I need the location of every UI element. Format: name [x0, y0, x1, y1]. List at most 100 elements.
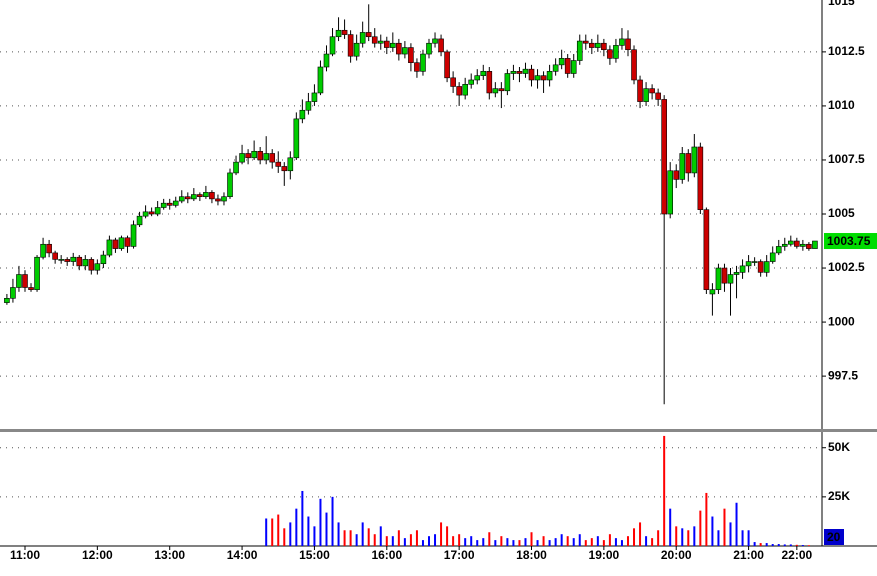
candle-body [775, 246, 782, 254]
candle-body [781, 243, 788, 247]
candle-body [371, 36, 378, 44]
volume-bar [337, 522, 340, 546]
candle-body [625, 38, 631, 51]
volume-bar [319, 498, 322, 546]
candle-body [800, 243, 806, 247]
volume-bar [717, 530, 720, 546]
volume-bar [711, 516, 714, 546]
volume-bar [572, 538, 575, 546]
candle-body [299, 109, 306, 120]
candle-body [564, 58, 571, 74]
candle-body [480, 71, 487, 76]
candle-body [154, 207, 161, 215]
volume-bar [759, 543, 762, 546]
candle-body [142, 211, 149, 217]
candle-body [16, 274, 22, 288]
candle-body [160, 202, 167, 208]
candle-body [570, 60, 577, 74]
candle-body [22, 274, 28, 288]
volume-bar [566, 536, 569, 546]
volume-bar [747, 530, 750, 546]
candle-body [112, 239, 119, 249]
volume-bar [373, 534, 376, 546]
x-tick-label: 15:00 [299, 548, 330, 562]
volume-bar [494, 540, 497, 546]
volume-bar [596, 536, 599, 546]
volume-bar [325, 512, 328, 546]
candle-body [305, 101, 312, 111]
candle-body [251, 151, 257, 159]
candle-body [124, 237, 131, 247]
candle-body [239, 153, 245, 163]
candle-body [558, 58, 565, 66]
candle-body [492, 88, 499, 94]
candle-body [691, 146, 698, 174]
candle-body [269, 153, 276, 163]
volume-bar [434, 534, 437, 546]
candle-body [64, 259, 70, 262]
candle-body [209, 192, 215, 200]
volume-bar [602, 540, 605, 546]
candle-body [721, 267, 728, 284]
volume-bar [265, 518, 268, 546]
volume-bar [500, 536, 503, 546]
volume-bar [403, 538, 406, 546]
candle-body [522, 68, 529, 74]
panel-separator [0, 429, 877, 432]
candle-body [185, 196, 191, 200]
volume-bar [506, 538, 509, 546]
volume-bar [512, 540, 515, 546]
volume-bar [633, 528, 636, 546]
candle-body [215, 198, 221, 202]
candle-body [456, 86, 462, 96]
candle-body [275, 161, 282, 167]
x-tick-label: 19:00 [589, 548, 620, 562]
candle-body [221, 196, 227, 202]
volume-bar [391, 536, 394, 546]
volume-bar [307, 516, 310, 546]
candle-body [709, 289, 716, 295]
candle-body [383, 40, 390, 48]
x-tick-label: 16:00 [371, 548, 402, 562]
volume-bar [807, 545, 810, 546]
candle-body [649, 88, 655, 94]
candle-body [94, 263, 101, 271]
y-tick-label: 1007.5 [828, 152, 865, 166]
candle-body [197, 194, 203, 198]
candle-body [396, 42, 402, 55]
volume-bar [560, 534, 563, 546]
candle-body [353, 42, 360, 57]
last-volume-label: 20 [827, 530, 841, 544]
candle-body [293, 118, 300, 159]
volume-bar [482, 538, 485, 546]
volume-bar [530, 532, 533, 546]
volume-tick-label: 25K [828, 489, 850, 503]
volume-bar [542, 536, 545, 546]
volume-bar [277, 514, 280, 546]
volume-bar [675, 526, 678, 546]
volume-bar [657, 530, 660, 546]
volume-bar [361, 522, 364, 546]
candle-body [619, 38, 625, 46]
volume-bar [626, 536, 629, 546]
candle-body [474, 75, 481, 81]
candle-body [377, 40, 384, 44]
volume-bar [639, 522, 642, 546]
candle-body [52, 252, 58, 260]
last-price-box [824, 233, 877, 250]
candle-body [118, 237, 125, 249]
candle-body [82, 259, 89, 267]
candle-body [88, 259, 95, 271]
x-tick-label: 12:00 [82, 548, 113, 562]
candle-body [10, 287, 16, 299]
candle-body [191, 194, 197, 200]
candle-body [390, 42, 396, 48]
volume-bar [723, 508, 726, 546]
candle-body [757, 261, 764, 273]
candle-body [257, 151, 263, 161]
candle-body [450, 77, 456, 87]
volume-bar [620, 540, 623, 546]
candle-body [631, 49, 637, 81]
candle-body [28, 287, 34, 290]
